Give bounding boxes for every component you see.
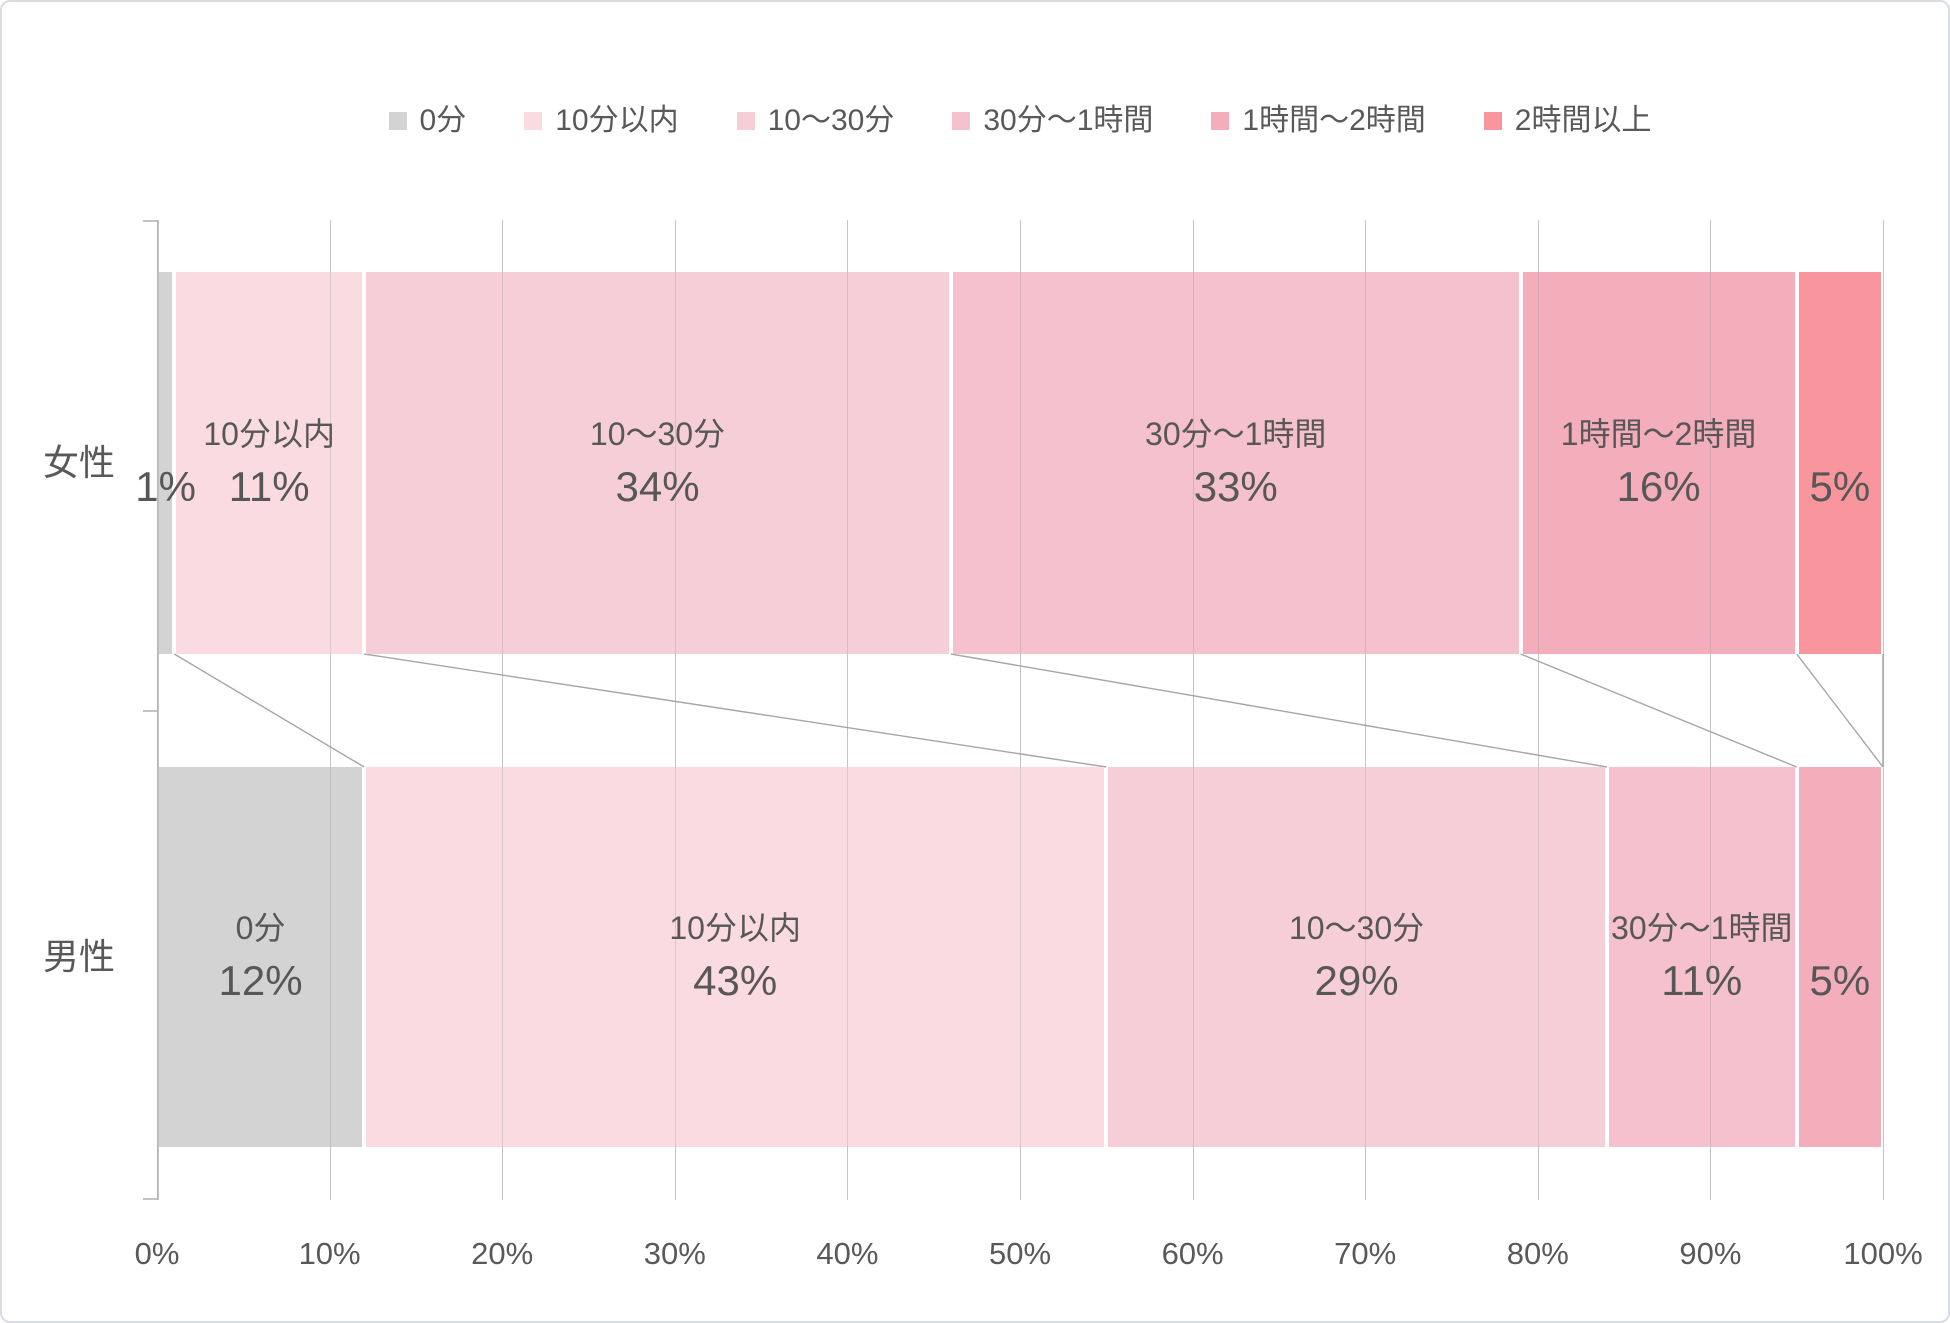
segment-percent: 11% [1661, 957, 1743, 1004]
legend-label: 2時間以上 [1514, 104, 1652, 137]
segment-name: 30分〜1時間 [1145, 416, 1327, 452]
gridline [847, 220, 849, 1200]
segment-label: 10分以内 43% [669, 904, 801, 1010]
x-tick-label: 0% [134, 1236, 180, 1271]
gridline [1537, 220, 1539, 1200]
connector-line [173, 653, 365, 768]
gridline [329, 220, 331, 1200]
tick-mark [143, 710, 157, 712]
segment-percent: 12% [218, 957, 303, 1004]
segment-label: 10〜30分 29% [1289, 904, 1424, 1010]
legend-swatch [736, 112, 755, 130]
segment-name [1809, 410, 1870, 458]
legend-item: 0分 [388, 104, 467, 137]
bar-segment: 30分〜1時間 33% [952, 272, 1519, 654]
legend-swatch [952, 112, 971, 130]
x-tick-label: 80% [1506, 1236, 1569, 1271]
bar-segment: 30分〜1時間 11% [1608, 767, 1795, 1147]
segment-label: 5% [1809, 410, 1870, 516]
gridline [1365, 220, 1367, 1200]
gridline [674, 220, 676, 1200]
bar-segment: 10〜30分 34% [366, 272, 949, 654]
legend-swatch [1483, 112, 1502, 130]
axis-line [157, 220, 159, 1200]
segment-label: 30分〜1時間 33% [1145, 410, 1326, 516]
segment-label: 0分 12% [219, 904, 303, 1010]
gridline [1710, 220, 1712, 1200]
gridline [502, 220, 504, 1200]
bar-row: 1% 10分以内 11% 10〜30分 34% 30分〜1時間 33% 1時間〜2時間 16% 5… [135, 272, 1883, 654]
bar-row: 0分 12% 10分以内 43% 10〜30分 29% 30分〜1時間 11% 5% [157, 767, 1883, 1147]
legend: 0分 10分以内 10〜30分 30分〜1時間 1時間〜2時間 2時間以上 [157, 98, 1883, 144]
x-tick-label: 10% [298, 1236, 361, 1271]
segment-name: 30分〜1時間 [1611, 910, 1793, 946]
bar-segment: 5% [1798, 767, 1881, 1147]
segment-percent: 29% [1314, 957, 1399, 1004]
category-label: 男性 [42, 936, 115, 977]
x-tick-label: 60% [1161, 1236, 1224, 1271]
segment-label: 30分〜1時間 11% [1611, 904, 1792, 1010]
x-tick-label: 40% [816, 1236, 879, 1271]
segment-percent: 11% [228, 463, 310, 510]
x-tick-label: 30% [643, 1236, 706, 1271]
tick-mark [143, 1198, 157, 1200]
legend-label: 30分〜1時間 [983, 104, 1154, 137]
segment-label: 1時間〜2時間 16% [1561, 410, 1757, 516]
x-tick-label: 20% [471, 1236, 534, 1271]
connector-line [364, 653, 1107, 768]
x-tick-label: 90% [1679, 1236, 1742, 1271]
bar-segment: 5% [1798, 272, 1881, 654]
segment-label: 1% [135, 410, 196, 516]
segment-percent: 34% [615, 463, 700, 510]
legend-label: 10〜30分 [767, 104, 895, 137]
legend-item: 2時間以上 [1483, 104, 1652, 137]
tick-mark [143, 220, 157, 222]
segment-label: 10分以内 11% [203, 410, 335, 516]
segment-name [135, 410, 196, 458]
segment-percent: 1% [135, 463, 196, 510]
segment-name [1809, 904, 1870, 952]
segment-label: 5% [1809, 904, 1870, 1010]
gridline [1192, 220, 1194, 1200]
bar-segment: 10分以内 11% [176, 272, 363, 654]
segment-name: 10〜30分 [589, 416, 726, 452]
legend-item: 10分以内 [524, 104, 679, 137]
legend-swatch [1211, 112, 1230, 130]
bar-segment: 10〜30分 29% [1108, 767, 1605, 1147]
category-label: 女性 [42, 442, 115, 483]
connector-line [950, 653, 1607, 768]
bar-segment: 0分 12% [159, 767, 363, 1147]
bar-segment: 10分以内 43% [366, 767, 1105, 1147]
connector-line [1796, 653, 1884, 768]
segment-percent: 43% [693, 957, 778, 1004]
segment-name: 10分以内 [669, 910, 801, 946]
legend-item: 1時間〜2時間 [1211, 104, 1426, 137]
legend-label: 1時間〜2時間 [1242, 104, 1426, 137]
legend-label: 10分以内 [555, 104, 679, 137]
segment-name: 1時間〜2時間 [1560, 416, 1757, 452]
bar-segment: 1時間〜2時間 16% [1522, 272, 1795, 654]
segment-name: 0分 [235, 910, 286, 946]
bar-segment: 1% [135, 272, 196, 654]
legend-swatch [388, 112, 407, 130]
x-tick-label: 100% [1843, 1236, 1923, 1271]
legend-item: 30分〜1時間 [952, 106, 1153, 136]
legend-item: 10〜30分 [736, 104, 895, 137]
segment-label: 10〜30分 34% [590, 410, 725, 516]
connector-line [1520, 653, 1797, 768]
gridline [1020, 220, 1021, 1200]
segment-name: 10分以内 [203, 416, 335, 452]
x-tick-label: 70% [1334, 1236, 1397, 1271]
connector-lines [173, 653, 1884, 768]
segment-percent: 5% [1809, 957, 1871, 1004]
segment-name: 10〜30分 [1288, 910, 1425, 946]
plot-area: 1% 10分以内 11% 10〜30分 34% 30分〜1時間 33% 1時間〜2時間 16% 5… [135, 220, 1884, 1200]
segment-percent: 33% [1193, 463, 1278, 510]
segment-percent: 5% [1809, 463, 1871, 510]
x-tick-label: 50% [988, 1236, 1052, 1271]
legend-swatch [524, 112, 543, 130]
legend-label: 0分 [419, 104, 467, 137]
segment-percent: 16% [1616, 463, 1701, 510]
